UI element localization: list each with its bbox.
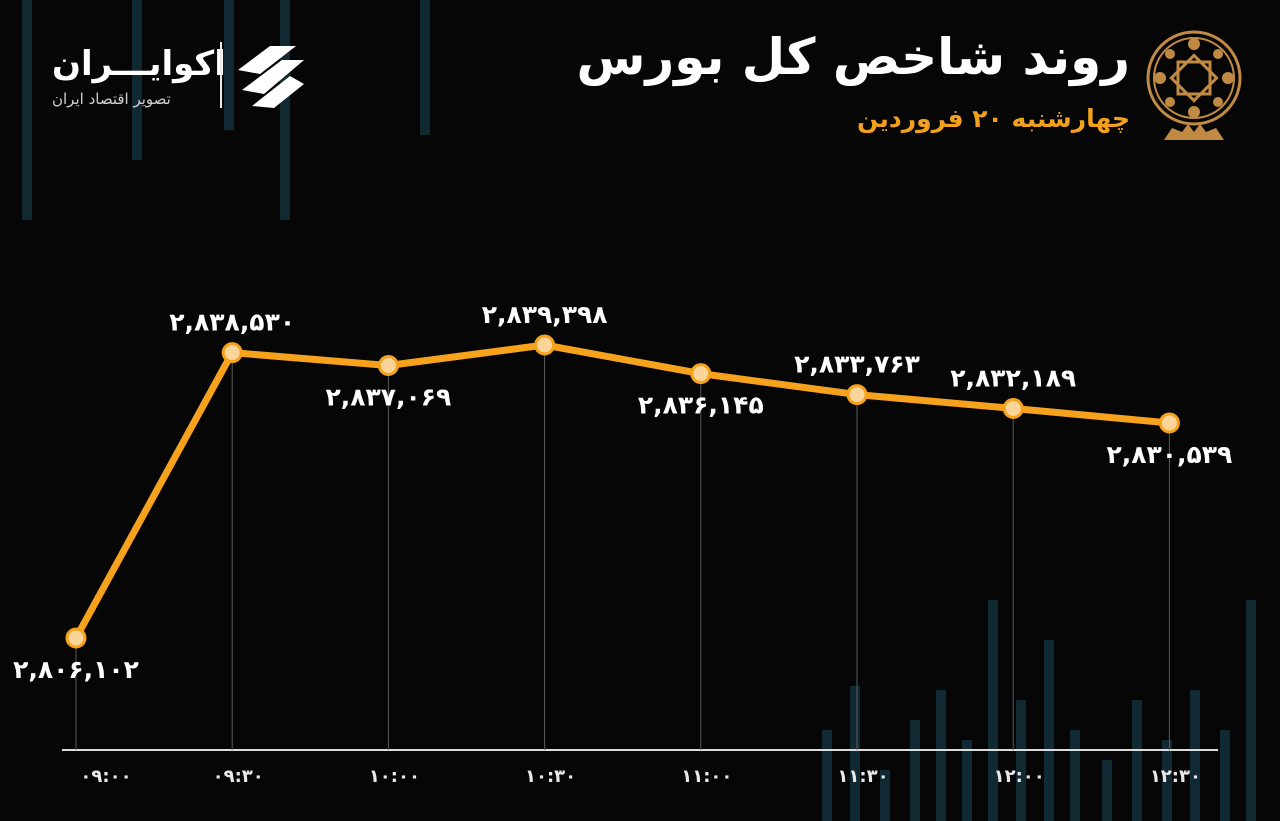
brand-tagline: تصویر اقتصاد ایران xyxy=(52,90,171,108)
data-point xyxy=(1002,397,1024,419)
brand-name: اکوایـــران xyxy=(52,44,226,84)
ecoiran-logo-icon xyxy=(238,46,304,108)
x-tick-label: ۱۲:۰۰ xyxy=(994,766,1045,787)
x-tick-label: ۰۹:۰۰ xyxy=(80,766,131,787)
x-tick-label: ۱۱:۳۰ xyxy=(837,766,888,787)
data-point xyxy=(65,627,87,649)
page-subtitle: چهارشنبه ۲۰ فروردین xyxy=(857,104,1130,133)
data-label: ۲,۸۳۲,۱۸۹ xyxy=(950,363,1076,392)
x-tick-label: ۱۱:۰۰ xyxy=(681,766,732,787)
data-label: ۲,۸۳۶,۱۴۵ xyxy=(638,391,764,420)
x-tick-label: ۱۲:۳۰ xyxy=(1150,766,1201,787)
data-label: ۲,۸۳۹,۳۹۸ xyxy=(482,300,608,329)
series-line xyxy=(72,341,1173,642)
x-tick-label: ۰۹:۳۰ xyxy=(213,766,264,787)
data-point xyxy=(221,342,243,364)
brand-block: اکوایـــران تصویر اقتصاد ایران xyxy=(48,36,318,116)
data-label: ۲,۸۰۶,۱۰۲ xyxy=(13,655,139,684)
page-title: روند شاخص کل بورس xyxy=(576,28,1130,86)
data-label: ۲,۸۳۰,۵۳۹ xyxy=(1106,440,1232,469)
x-tick-label: ۱۰:۳۰ xyxy=(525,766,576,787)
data-label: ۲,۸۳۳,۷۶۳ xyxy=(794,350,920,379)
brand-separator xyxy=(220,42,222,108)
data-point xyxy=(1158,412,1180,434)
data-point xyxy=(690,363,712,385)
data-point xyxy=(534,334,556,356)
x-tick-label: ۱۰:۰۰ xyxy=(369,766,420,787)
data-label: ۲,۸۳۷,۰۶۹ xyxy=(325,382,451,411)
data-label: ۲,۸۳۸,۵۳۰ xyxy=(169,308,295,337)
data-point xyxy=(846,384,868,406)
tehran-stock-exchange-seal-icon xyxy=(1146,30,1242,140)
data-point xyxy=(377,354,399,376)
